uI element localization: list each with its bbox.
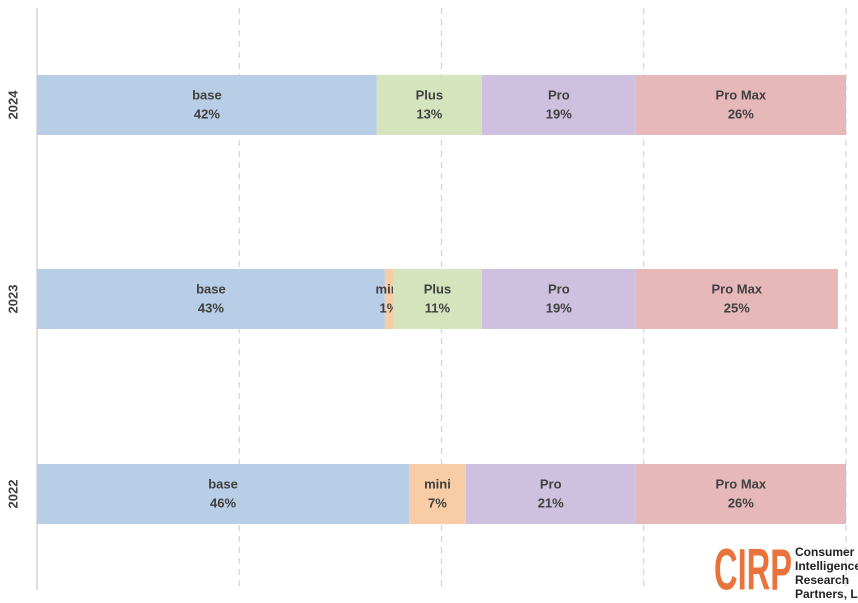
segment-name: Pro Max	[711, 281, 762, 296]
y-tick-label: 2023	[5, 285, 20, 314]
bar-segment	[635, 464, 846, 524]
segment-name: Pro Max	[716, 87, 767, 102]
bar-segment	[392, 269, 482, 329]
logo-text: Partners, LLC	[795, 587, 858, 601]
bar-segment	[37, 75, 377, 135]
bar-segment	[481, 75, 636, 135]
value-label: 43%	[198, 300, 224, 315]
logo-mark: CIRP	[714, 537, 792, 602]
value-label: 13%	[416, 106, 442, 121]
segment-name: Pro	[548, 281, 570, 296]
value-label: 11%	[425, 300, 451, 315]
segment-name: Pro	[540, 476, 562, 491]
bar-segment	[481, 269, 636, 329]
logo-text: Consumer	[795, 545, 855, 559]
bar-segment	[376, 75, 482, 135]
value-label: 21%	[538, 495, 564, 510]
value-label: 25%	[724, 300, 750, 315]
bar-segment	[465, 464, 636, 524]
segment-name: Plus	[416, 87, 443, 102]
logo-text: Intelligence	[795, 559, 858, 573]
bar-segment	[384, 269, 393, 329]
segment-name: base	[208, 476, 238, 491]
bar-segment	[37, 269, 385, 329]
y-tick-label: 2022	[5, 480, 20, 509]
value-label: 26%	[728, 106, 754, 121]
value-label: 42%	[194, 106, 220, 121]
y-tick-label: 2024	[5, 90, 20, 120]
bar-segment	[635, 75, 846, 135]
value-label: 7%	[428, 495, 447, 510]
value-label: 19%	[546, 106, 572, 121]
bar-segment	[37, 464, 410, 524]
bar-segment	[635, 269, 838, 329]
segment-name: Pro	[548, 87, 570, 102]
segment-name: base	[192, 87, 222, 102]
segment-name: mini	[424, 476, 451, 491]
value-label: 46%	[210, 495, 236, 510]
segment-name: Pro Max	[716, 476, 767, 491]
bar-segment	[409, 464, 466, 524]
segment-name: base	[196, 281, 226, 296]
value-label: 26%	[728, 495, 754, 510]
logo-text: Research	[795, 573, 849, 587]
value-label: 19%	[546, 300, 572, 315]
segment-name: Plus	[424, 281, 451, 296]
